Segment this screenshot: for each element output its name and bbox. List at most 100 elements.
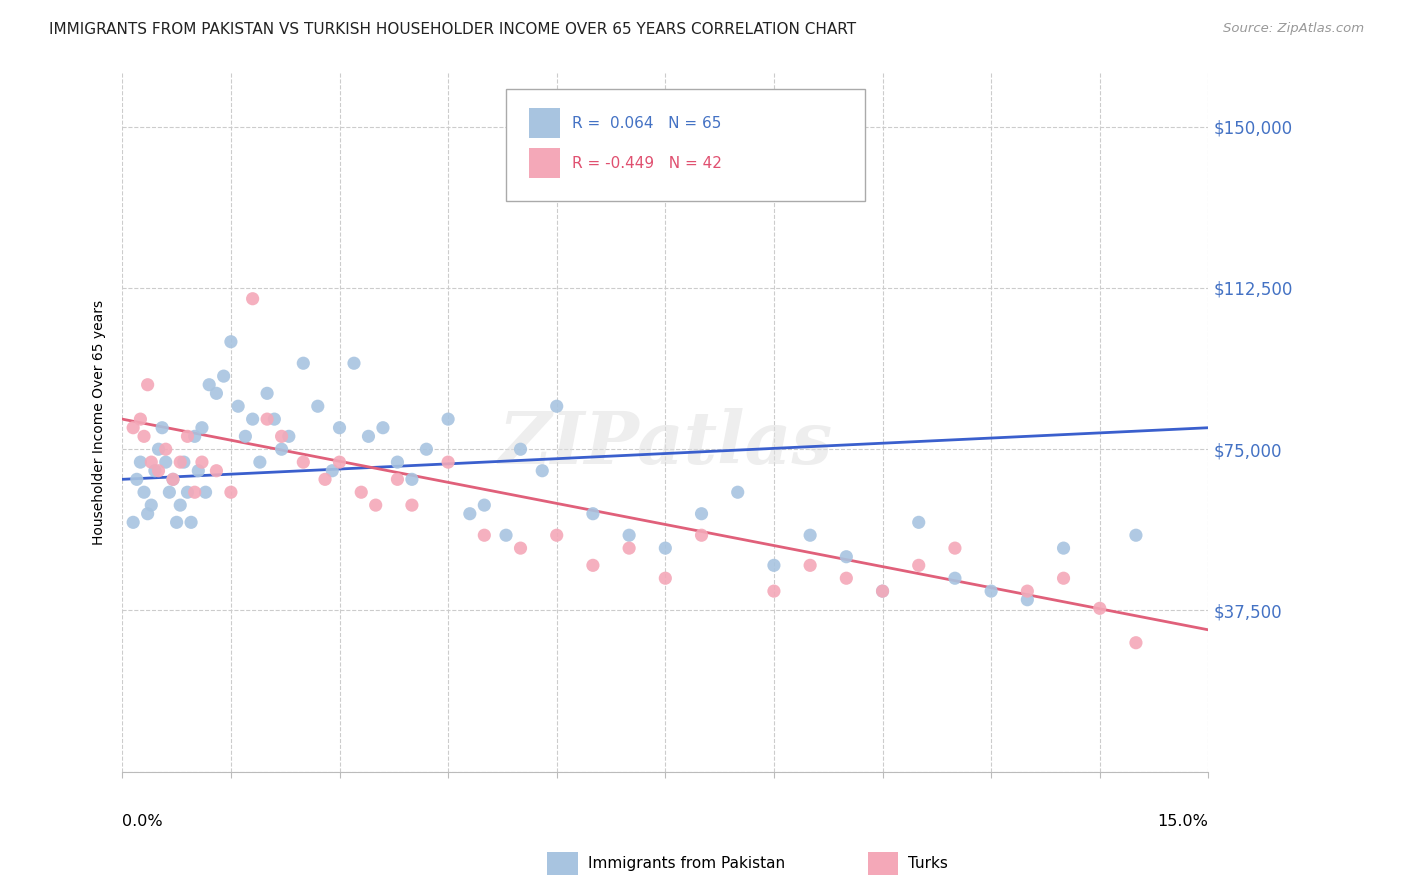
Point xyxy=(654,541,676,555)
Point xyxy=(582,507,605,521)
Point xyxy=(270,429,292,443)
Point xyxy=(437,412,460,426)
Point xyxy=(148,442,170,457)
Point xyxy=(799,528,821,542)
Point xyxy=(183,485,205,500)
Point xyxy=(943,571,966,585)
Text: ZIPatlas: ZIPatlas xyxy=(498,408,832,479)
Point xyxy=(350,485,373,500)
Point xyxy=(495,528,517,542)
Point xyxy=(546,399,568,413)
Point xyxy=(169,498,191,512)
Point xyxy=(256,386,278,401)
Point xyxy=(256,412,278,426)
Point xyxy=(242,292,264,306)
Point xyxy=(226,399,249,413)
Point xyxy=(122,421,145,435)
Point xyxy=(582,558,605,573)
Point xyxy=(169,455,191,469)
Point xyxy=(176,429,198,443)
Point xyxy=(762,584,785,599)
Text: R = -0.449   N = 42: R = -0.449 N = 42 xyxy=(572,156,723,170)
Text: Turks: Turks xyxy=(908,856,948,871)
Point xyxy=(401,498,423,512)
Point xyxy=(401,472,423,486)
Point xyxy=(150,421,173,435)
Point xyxy=(191,421,214,435)
Point xyxy=(387,472,409,486)
Point xyxy=(292,356,315,370)
Point xyxy=(148,464,170,478)
Point xyxy=(219,334,242,349)
Point xyxy=(162,472,184,486)
Point xyxy=(136,507,159,521)
Point xyxy=(1052,571,1074,585)
Text: 15.0%: 15.0% xyxy=(1157,814,1208,829)
Point xyxy=(907,516,929,530)
Point xyxy=(472,498,495,512)
Point xyxy=(129,412,152,426)
Point xyxy=(270,442,292,457)
Point xyxy=(654,571,676,585)
Point xyxy=(1125,636,1147,650)
Point xyxy=(371,421,394,435)
Point xyxy=(872,584,894,599)
Point xyxy=(166,516,188,530)
Point xyxy=(219,485,242,500)
Point xyxy=(176,485,198,500)
Text: Source: ZipAtlas.com: Source: ZipAtlas.com xyxy=(1223,22,1364,36)
Point xyxy=(242,412,264,426)
Point xyxy=(292,455,315,469)
Point xyxy=(690,507,713,521)
Point xyxy=(328,455,350,469)
Point xyxy=(132,429,155,443)
Point xyxy=(1052,541,1074,555)
Text: Immigrants from Pakistan: Immigrants from Pakistan xyxy=(588,856,785,871)
Point xyxy=(343,356,366,370)
Point xyxy=(136,377,159,392)
Point xyxy=(617,528,640,542)
Point xyxy=(277,429,299,443)
Point xyxy=(191,455,214,469)
Point xyxy=(157,485,180,500)
Point xyxy=(173,455,195,469)
Point xyxy=(1125,528,1147,542)
Point xyxy=(235,429,257,443)
Point xyxy=(194,485,217,500)
Point xyxy=(321,464,343,478)
Point xyxy=(1088,601,1111,615)
Point xyxy=(472,528,495,542)
Point xyxy=(263,412,285,426)
Point xyxy=(1017,584,1039,599)
Point xyxy=(872,584,894,599)
Point xyxy=(458,507,481,521)
Point xyxy=(546,528,568,542)
Text: IMMIGRANTS FROM PAKISTAN VS TURKISH HOUSEHOLDER INCOME OVER 65 YEARS CORRELATION: IMMIGRANTS FROM PAKISTAN VS TURKISH HOUS… xyxy=(49,22,856,37)
Point xyxy=(437,455,460,469)
Point xyxy=(205,386,228,401)
Point xyxy=(155,455,177,469)
Point xyxy=(212,369,235,384)
Point xyxy=(1017,592,1039,607)
Point xyxy=(129,455,152,469)
Point xyxy=(357,429,380,443)
Point xyxy=(727,485,749,500)
Point xyxy=(249,455,271,469)
Text: 0.0%: 0.0% xyxy=(122,814,163,829)
Point xyxy=(132,485,155,500)
Text: R =  0.064   N = 65: R = 0.064 N = 65 xyxy=(572,116,721,130)
Point xyxy=(183,429,205,443)
Point xyxy=(835,571,858,585)
Point xyxy=(509,541,531,555)
Point xyxy=(509,442,531,457)
Y-axis label: Householder Income Over 65 years: Householder Income Over 65 years xyxy=(93,300,107,545)
Point xyxy=(205,464,228,478)
Point xyxy=(125,472,148,486)
Point xyxy=(943,541,966,555)
Point xyxy=(187,464,209,478)
Point xyxy=(141,455,163,469)
Point xyxy=(141,498,163,512)
Point xyxy=(307,399,329,413)
Point xyxy=(762,558,785,573)
Point xyxy=(155,442,177,457)
